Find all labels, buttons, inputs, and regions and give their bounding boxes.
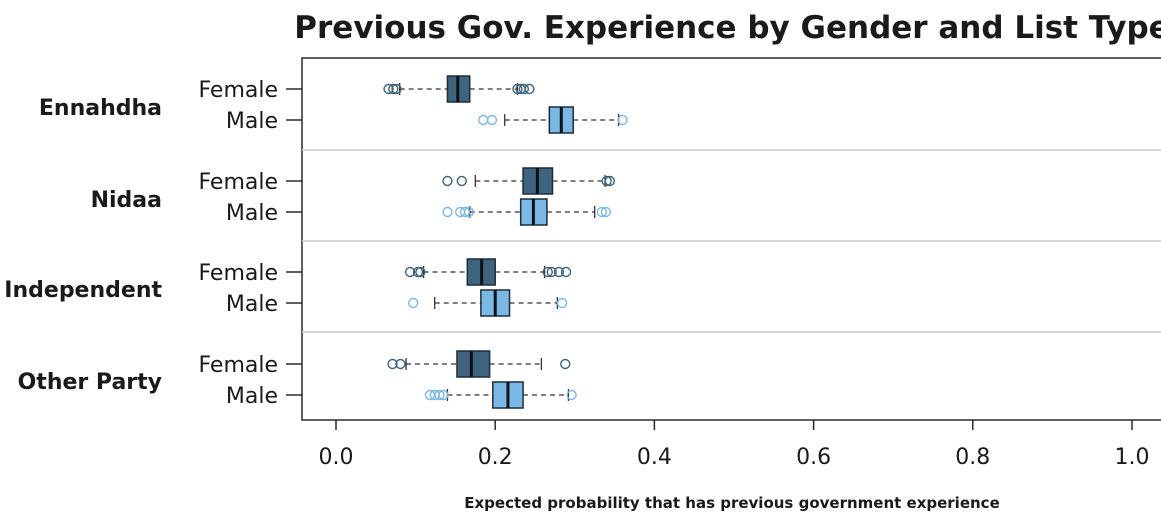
iqr-box xyxy=(456,350,491,378)
x-tick-label: 0.6 xyxy=(796,445,831,470)
outlier-point xyxy=(415,266,426,278)
outlier-point xyxy=(596,206,608,218)
outlier-point xyxy=(542,266,553,278)
outlier-point xyxy=(383,83,394,95)
outlier-point xyxy=(438,389,449,401)
outlier-point xyxy=(391,83,402,95)
x-axis: 0.0 0.2 0.4 0.6 0.8 1.0 xyxy=(319,420,1150,470)
row-label: Male xyxy=(226,384,278,409)
outlier-point xyxy=(434,389,445,401)
boxes-layer xyxy=(383,75,628,409)
outlier-point xyxy=(560,358,571,370)
box-independent-male xyxy=(408,289,568,317)
y-axis-labels: Ennahdha Female Male Nidaa Female Male Indepen… xyxy=(4,78,302,409)
outlier-point xyxy=(395,358,406,370)
box-other-party-female xyxy=(387,350,571,378)
outlier-point xyxy=(617,114,628,126)
outlier-point xyxy=(556,297,568,309)
box-ennahdha-male xyxy=(478,106,628,134)
chart-title: Previous Gov. Experience by Gender and L… xyxy=(294,10,1161,46)
group-label: Independent xyxy=(4,278,162,303)
outlier-point xyxy=(560,266,572,278)
outlier-point xyxy=(388,83,399,95)
outlier-point xyxy=(600,206,612,218)
x-tick-label: 1.0 xyxy=(1115,445,1150,470)
row-label: Male xyxy=(226,201,278,226)
box-ennahdha-female xyxy=(383,75,535,103)
x-tick-label: 0.2 xyxy=(478,445,513,470)
box-nidaa-female xyxy=(442,167,616,195)
row-label: Male xyxy=(226,292,278,317)
outlier-point xyxy=(456,175,467,187)
x-tick-label: 0.8 xyxy=(955,445,990,470)
outlier-point xyxy=(524,83,535,95)
row-label: Female xyxy=(198,170,278,195)
box-independent-female xyxy=(404,258,572,286)
outlier-point xyxy=(553,266,565,278)
outlier-point xyxy=(442,175,453,187)
outlier-point xyxy=(408,297,419,309)
outlier-point xyxy=(604,175,616,187)
outlier-point xyxy=(459,206,471,218)
outlier-point xyxy=(478,114,489,126)
outlier-point xyxy=(463,206,475,218)
group-label: Other Party xyxy=(18,370,162,395)
outlier-point xyxy=(442,206,453,218)
outlier-point xyxy=(404,266,416,278)
box-nidaa-male xyxy=(442,198,612,226)
plot-area xyxy=(301,57,1161,421)
row-label: Female xyxy=(198,353,278,378)
group-label: Ennahdha xyxy=(39,96,162,121)
group-label: Nidaa xyxy=(91,188,162,213)
outlier-point xyxy=(601,175,612,187)
group-separators xyxy=(302,149,1161,333)
outlier-point xyxy=(566,389,577,401)
outlier-point xyxy=(387,358,398,370)
row-label: Female xyxy=(198,78,278,103)
outlier-point xyxy=(546,266,557,278)
x-tick-label: 0.4 xyxy=(637,445,672,470)
outlier-point xyxy=(518,83,530,95)
outlier-point xyxy=(512,83,523,95)
outlier-point xyxy=(486,114,498,126)
box-other-party-male xyxy=(424,381,577,409)
x-axis-label: Expected probability that has previous g… xyxy=(464,494,1000,512)
x-tick-label: 0.0 xyxy=(319,445,354,470)
row-label: Female xyxy=(198,261,278,286)
row-label: Male xyxy=(226,109,278,134)
